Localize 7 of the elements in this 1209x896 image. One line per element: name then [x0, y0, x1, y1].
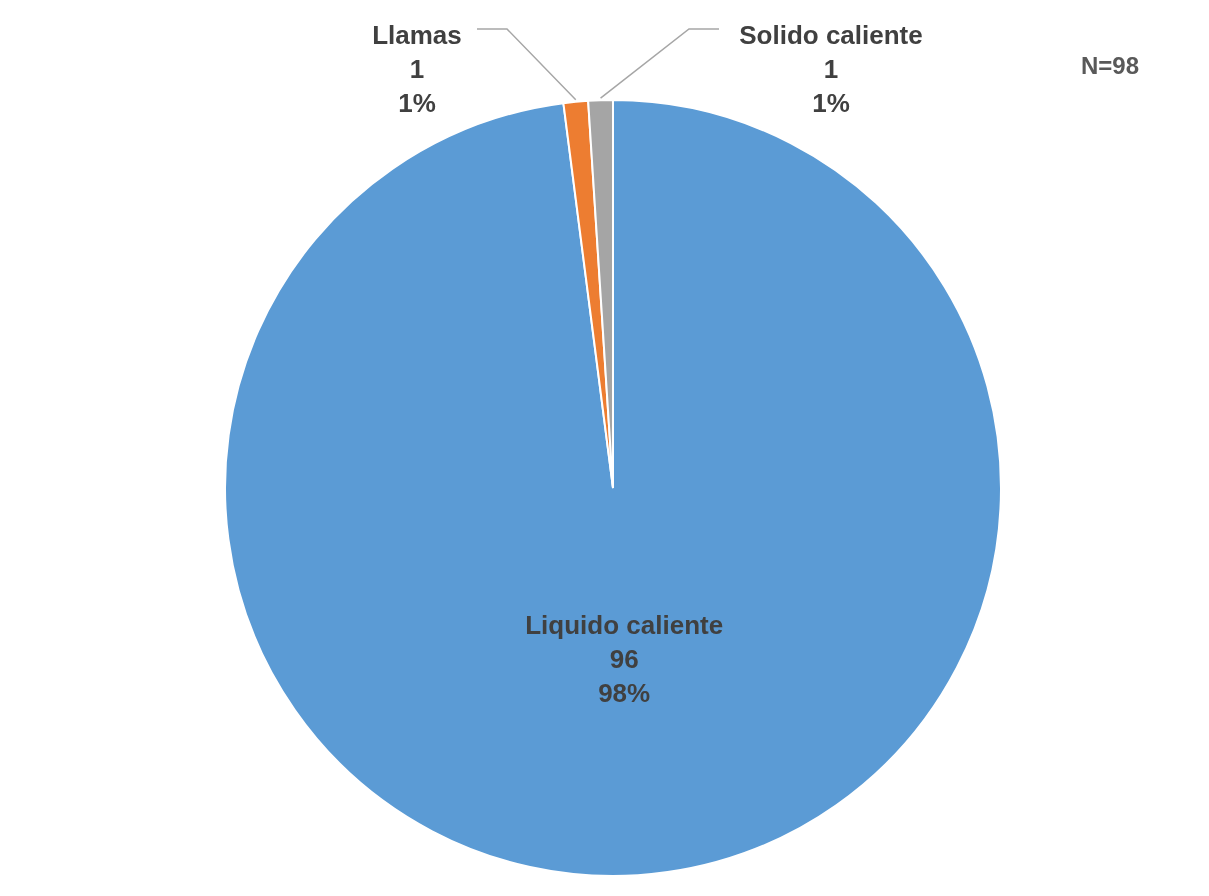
data-label: 96 98%	[598, 644, 651, 709]
slice-label: Llamas	[372, 19, 462, 50]
data-label: 1 1%	[812, 53, 850, 118]
data-label: 1 1%	[398, 53, 436, 118]
slice-label: Liquido caliente	[525, 610, 724, 641]
text: N=98	[1080, 52, 1139, 80]
slice-label: Solido caliente	[739, 19, 923, 50]
